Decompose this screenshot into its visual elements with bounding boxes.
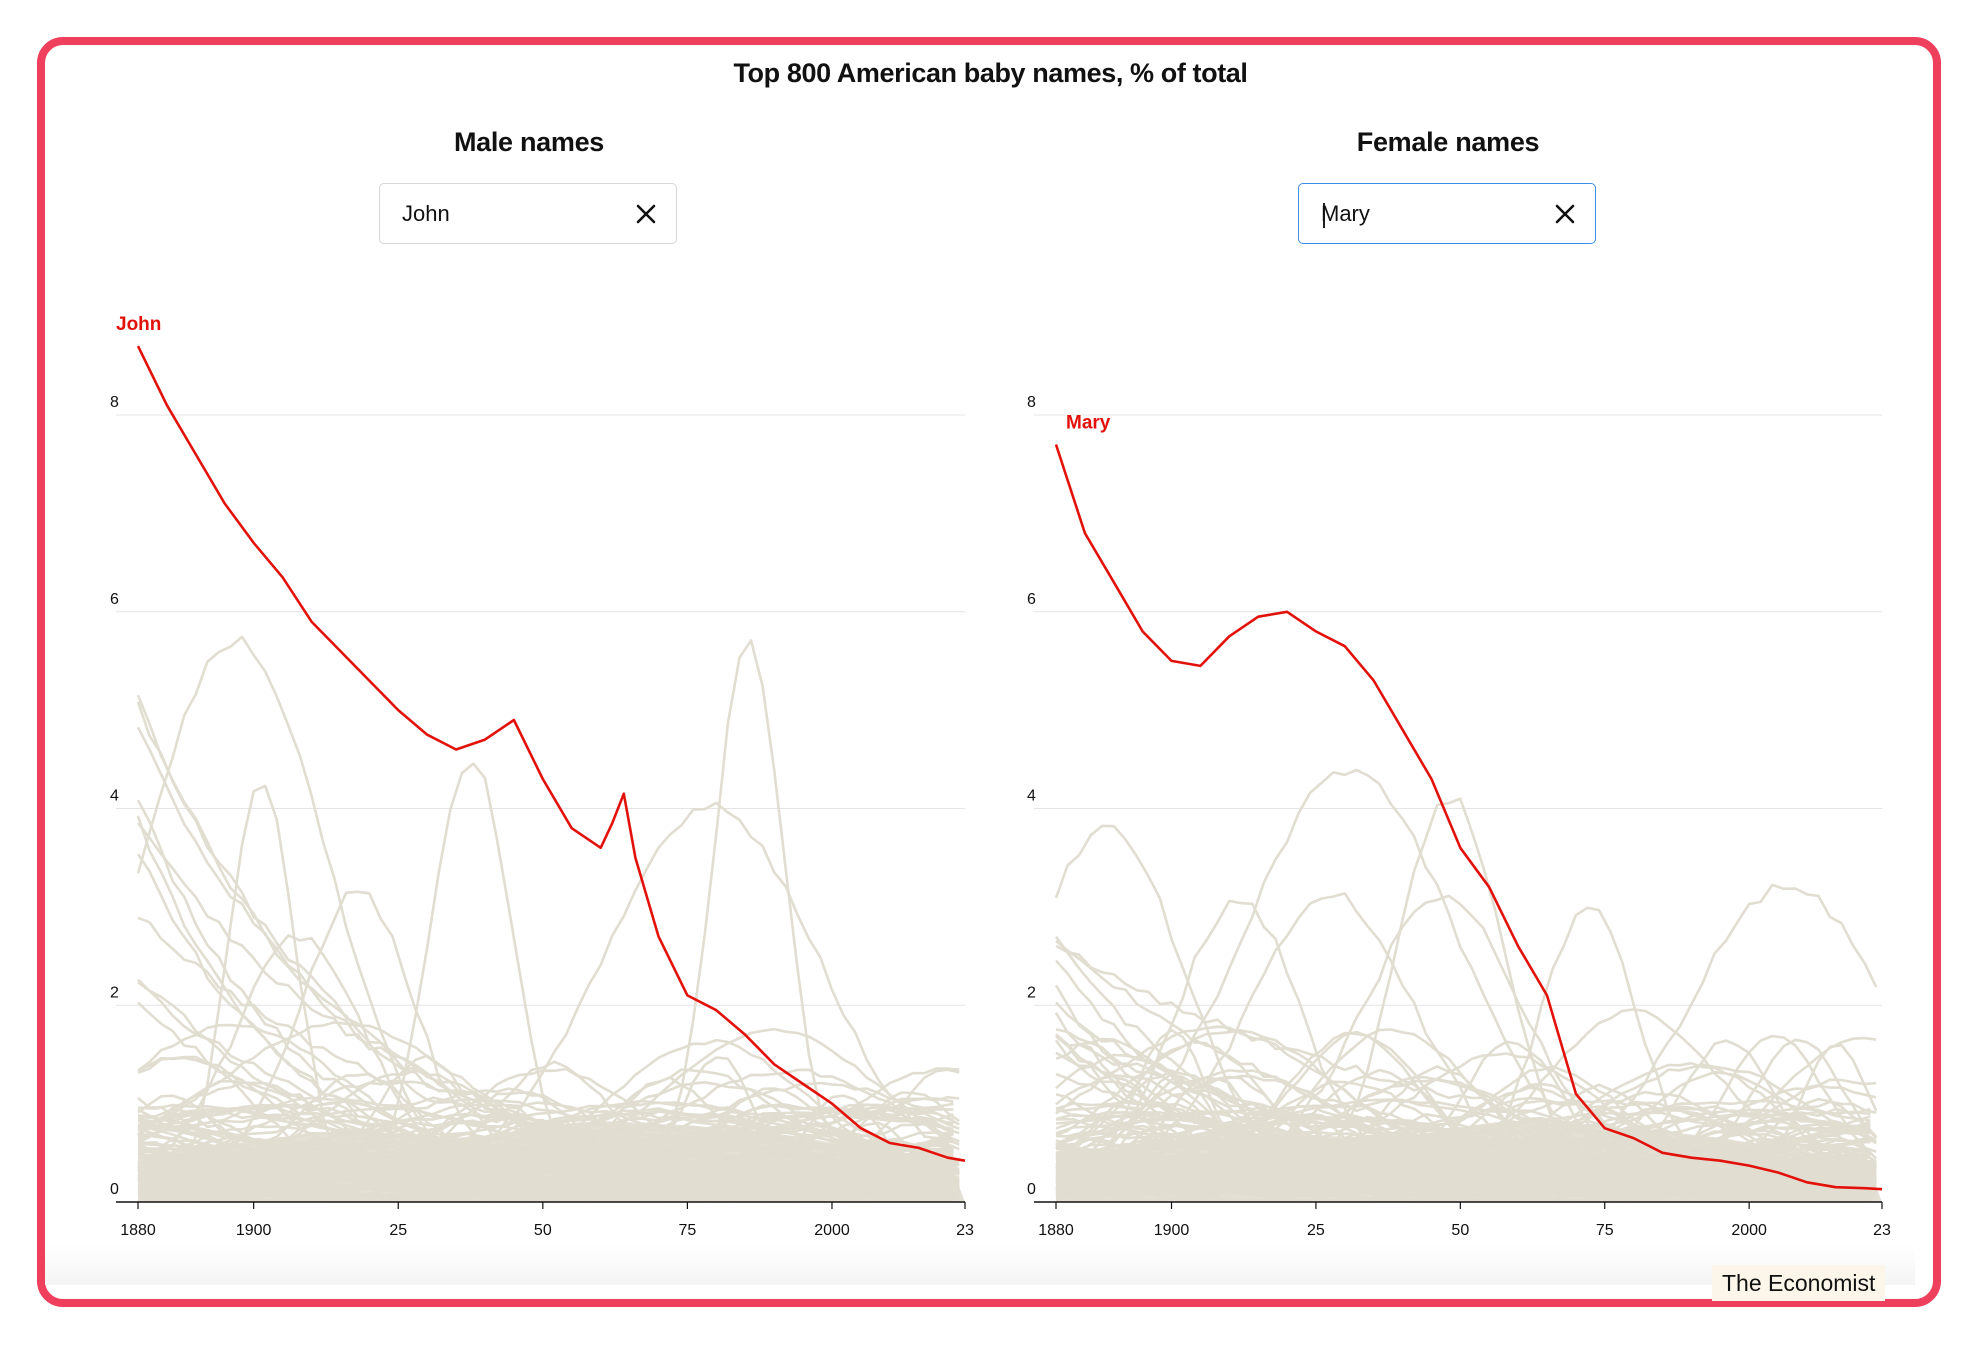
highlight-line-mary: [1054, 444, 1883, 1191]
male-panel-plot: 0 2 4 6 8 1880 1900 25 50 75 2000 23 John: [110, 314, 974, 1239]
x-tick-label: 25: [1307, 1222, 1325, 1239]
y-tick-label: 6: [1027, 591, 1036, 608]
male-panel-title: Male names: [453, 127, 605, 157]
y-tick-label: 8: [110, 394, 119, 411]
highlight-label-john: John: [116, 314, 161, 335]
background-name-line: [137, 1133, 954, 1189]
x-tick-label: 1880: [1038, 1222, 1074, 1239]
x-tick-label: 1880: [120, 1222, 156, 1239]
text-caret: [1323, 203, 1325, 228]
background-name-line: [1055, 1136, 1871, 1192]
y-tick-label: 2: [1027, 984, 1036, 1001]
background-name-line: [1055, 1151, 1871, 1202]
male-name-search-input[interactable]: John: [379, 183, 677, 244]
male-name-search-value: John: [402, 201, 450, 226]
background-name-line: [137, 1103, 954, 1159]
background-name-line: [137, 1101, 954, 1156]
y-tick-label: 4: [110, 788, 119, 805]
x-tick-label: 75: [1596, 1222, 1614, 1239]
chart-title: Top 800 American baby names, % of total: [733, 58, 1248, 88]
highlight-label-mary: Mary: [1066, 413, 1111, 434]
background-name-line: [1055, 1122, 1871, 1176]
background-name-line: [1055, 1119, 1871, 1177]
y-tick-label: 0: [1027, 1181, 1036, 1198]
x-tick-label: 23: [1873, 1222, 1891, 1239]
female-name-search-value: Mary: [1321, 201, 1370, 226]
x-tick-label: 1900: [236, 1222, 272, 1239]
x-tick-label: 2000: [1731, 1222, 1767, 1239]
background-name-line: [137, 1140, 954, 1196]
background-name-line: [137, 1157, 954, 1202]
x-tick-label: 23: [956, 1222, 974, 1239]
female-panel-title: Female names: [1356, 127, 1540, 157]
x-tick-label: 1900: [1154, 1222, 1190, 1239]
background-name-line: [137, 1126, 954, 1178]
background-name-line: [137, 1096, 954, 1151]
background-name-line: [1055, 1099, 1871, 1153]
background-name-line: [137, 1001, 960, 1199]
background-name-line: [137, 1107, 954, 1163]
source-credit: The Economist: [1712, 1265, 1886, 1301]
female-clear-icon[interactable]: [1553, 202, 1577, 226]
y-tick-label: 6: [110, 591, 119, 608]
background-name-line: [1055, 1134, 1871, 1192]
y-tick-label: 4: [1027, 788, 1036, 805]
background-name-line: [1056, 1160, 1871, 1202]
background-name-line: [1055, 1131, 1871, 1187]
background-name-line: [137, 1124, 954, 1176]
x-tick-label: 2000: [814, 1222, 850, 1239]
female-panel-plot: 0 2 4 6 8 1880 1900 25 50 75 2000 23 Mary: [1027, 394, 1891, 1239]
y-tick-label: 2: [110, 984, 119, 1001]
background-name-line: [137, 1148, 954, 1202]
background-name-line: [1055, 1140, 1871, 1196]
background-name-line: [1055, 1132, 1871, 1189]
background-name-line: [137, 1150, 954, 1202]
x-tick-label: 75: [679, 1222, 697, 1239]
bottom-strip: [45, 1245, 1915, 1285]
male-clear-icon[interactable]: [634, 202, 658, 226]
x-tick-label: 50: [1451, 1222, 1469, 1239]
background-name-line: [137, 1153, 954, 1202]
x-tick-label: 25: [389, 1222, 407, 1239]
highlight-line-john: [136, 345, 966, 1162]
x-tick-label: 50: [534, 1222, 552, 1239]
background-name-line: [1055, 1117, 1871, 1171]
background-name-line: [1055, 1109, 1871, 1164]
y-tick-label: 0: [110, 1181, 119, 1198]
y-tick-label: 8: [1027, 394, 1036, 411]
female-name-search-input[interactable]: Mary: [1298, 183, 1596, 244]
background-name-line: [1055, 1099, 1871, 1152]
